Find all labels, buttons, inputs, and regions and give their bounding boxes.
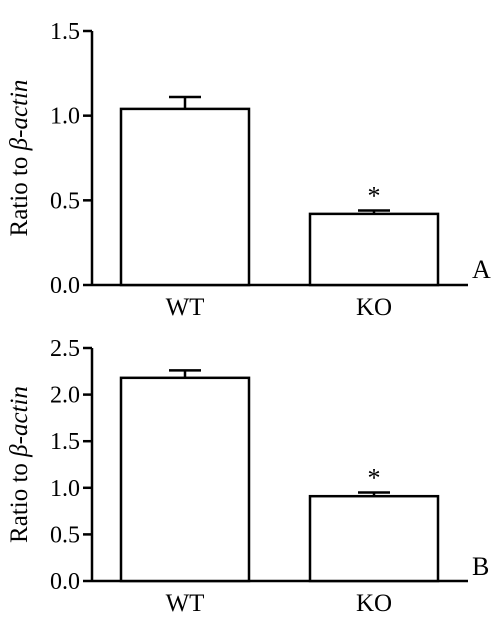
y-tick-label: 1.5 [50,19,80,45]
panel-b: 0.0 0.5 1.0 1.5 2.0 2.5 Ratio to β-actin WT * KO B [6,336,489,617]
x-category-label: KO [356,590,392,617]
x-category-label: WT [166,590,205,617]
significance-marker: * [368,181,381,210]
y-tick-label: 1.0 [50,476,80,502]
significance-marker: * [368,463,381,492]
y-tick-label: 2.0 [50,383,80,409]
panel-a: 0.0 0.5 1.0 1.5 Ratio to β-actin WT * KO A [6,19,491,321]
panel-label: B [472,552,489,581]
y-axis-label-prefix: Ratio to [6,457,33,543]
y-tick-label: 0.0 [50,569,80,595]
y-tick-label: 2.5 [50,336,80,362]
y-axis-label-italic: β-actin [6,80,33,152]
y-axis-label: Ratio to β-actin [6,386,33,543]
y-tick-label: 0.5 [50,188,80,214]
y-axis-label-prefix: Ratio to [6,150,33,236]
y-tick-label: 0.5 [50,522,80,548]
bar-ko [308,494,440,583]
x-category-label: KO [356,294,392,321]
x-category-label: WT [166,294,205,321]
bar-ko [308,212,440,287]
y-tick-label: 1.5 [50,429,80,455]
y-axis-label-italic: β-actin [6,386,33,458]
y-tick-label: 0.0 [50,273,80,299]
bar-wt [119,376,251,583]
y-axis-label: Ratio to β-actin [6,80,33,237]
panel-label: A [472,255,491,284]
bar-wt [119,107,251,287]
y-tick-label: 1.0 [50,104,80,130]
